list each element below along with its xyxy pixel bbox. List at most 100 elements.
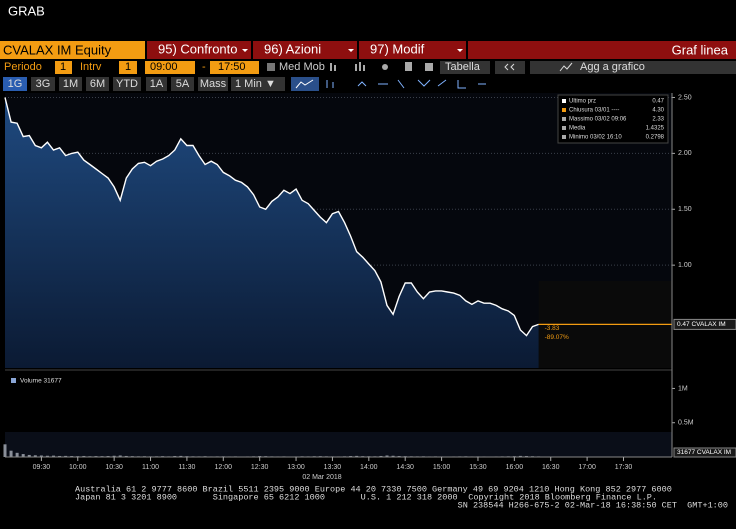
input-box[interactable] xyxy=(210,61,259,74)
chart-layer: 1.00 1.50 2.00 2.50 0.47 CVALAX IM -3.83 -89.0… xyxy=(3,93,736,481)
chart-type-icons xyxy=(291,77,486,91)
period: 1 xyxy=(60,61,66,73)
volume-bar xyxy=(33,455,37,457)
range-label: 6M xyxy=(90,78,105,90)
x-tick-label: 16:30 xyxy=(542,464,560,471)
range-button[interactable] xyxy=(3,77,27,91)
legend-swatch xyxy=(562,126,566,130)
legend-swatch xyxy=(562,108,566,112)
volume-bar xyxy=(45,455,49,457)
dash: - xyxy=(202,61,206,73)
add-to-chart: Agg a grafico xyxy=(580,61,645,73)
add-button[interactable] xyxy=(530,61,736,74)
range-label: 1A xyxy=(150,78,164,90)
volume-bar xyxy=(518,455,522,457)
x-tick-label: 14:30 xyxy=(396,464,414,471)
menu-button[interactable] xyxy=(359,41,466,59)
tool-icons xyxy=(330,62,433,71)
legend-value: 4.30 xyxy=(652,108,664,114)
copyright: Copyright 2018 Bloomberg Finance L.P. xyxy=(468,492,657,502)
menu-item: 97) Modif xyxy=(370,41,425,56)
collapse-icon xyxy=(504,63,515,71)
y-tick-label: 2.00 xyxy=(678,150,692,157)
legend-value: 0.2798 xyxy=(646,135,665,141)
range-row: 1G 3G 1M 6M YTD 1A 5A Mass 1 Min ▼ xyxy=(3,77,285,91)
volume-bar xyxy=(52,455,56,457)
bar-size: 1 Min ▼ xyxy=(235,78,276,90)
legend-label: Minimo 03/02 16:10 xyxy=(569,135,622,141)
y-tick-label: 1.00 xyxy=(678,262,692,269)
legend-value: 1.4325 xyxy=(646,126,665,132)
x-tick-label: 09:30 xyxy=(33,464,51,471)
range-button[interactable] xyxy=(198,77,228,91)
x-tick-label: 15:00 xyxy=(433,464,451,471)
x-tick-label: 13:30 xyxy=(324,464,342,471)
price-line xyxy=(4,97,539,337)
range-button[interactable] xyxy=(171,77,194,91)
collapse-button[interactable] xyxy=(495,61,525,74)
range-button[interactable] xyxy=(146,77,167,91)
input-box[interactable] xyxy=(55,61,72,74)
volume-bar xyxy=(391,455,395,457)
volume-bar xyxy=(39,455,43,457)
bar-size-button[interactable] xyxy=(231,77,285,91)
start-time: 09:00 xyxy=(150,61,178,73)
legend-label: Massimo 03/02 09:06 xyxy=(569,117,627,123)
table-button[interactable] xyxy=(440,61,490,74)
legend-value: 2.33 xyxy=(652,117,664,123)
legend-swatch xyxy=(562,117,566,121)
input-box[interactable] xyxy=(145,61,195,74)
range-button[interactable] xyxy=(113,77,141,91)
footer-contacts: Japan 81 3 3201 8900 Singapore 65 6212 1… xyxy=(75,492,458,502)
volume-band xyxy=(5,432,672,457)
volume-tag-bg xyxy=(673,447,736,458)
window-title: GRAB xyxy=(8,3,45,18)
y-tick-label: 0.5M xyxy=(678,420,694,427)
volume-tag: 31677 CVALAX IM xyxy=(677,449,731,456)
volume-bar xyxy=(64,455,68,457)
x-tick-label: 10:00 xyxy=(69,464,87,471)
session-info: SN 238544 H266-675-2 02-Mar-18 16:38:50 … xyxy=(458,500,728,510)
range-label: 1M xyxy=(63,78,78,90)
volume-bar xyxy=(355,455,359,457)
y-tick-label: 2.50 xyxy=(678,94,692,101)
security-box[interactable] xyxy=(0,41,145,59)
checkbox[interactable] xyxy=(267,63,275,71)
volume-bar xyxy=(58,455,62,457)
volume-bar xyxy=(379,455,383,457)
menu-item: 96) Azioni xyxy=(264,41,321,56)
add-icon xyxy=(559,62,573,72)
menu-button[interactable] xyxy=(253,41,357,59)
x-tick-label: 10:30 xyxy=(105,464,123,471)
interval-label: Intrv xyxy=(80,61,102,73)
x-tick-label: 12:30 xyxy=(251,464,269,471)
range-button[interactable] xyxy=(59,77,82,91)
input-box[interactable] xyxy=(119,61,137,74)
legend-swatch xyxy=(562,99,566,103)
range-button[interactable] xyxy=(86,77,109,91)
x-tick-label: 17:00 xyxy=(578,464,596,471)
last-price-tag: 0.47 CVALAX IM xyxy=(677,321,726,328)
change: -3.83 xyxy=(545,325,560,332)
legend-label: Chiusura 03/01 ---- xyxy=(569,108,619,114)
legend-box xyxy=(557,94,669,144)
view-button[interactable] xyxy=(468,41,736,59)
range-label: 3G xyxy=(36,78,51,90)
volume-legend: Volume 31677 xyxy=(20,378,62,385)
legend-swatch xyxy=(562,135,566,139)
legend-label: Media xyxy=(569,126,586,132)
x-tick-label: 11:00 xyxy=(142,464,159,471)
table: Tabella xyxy=(445,61,481,73)
range-label: YTD xyxy=(116,78,138,90)
menu-button[interactable] xyxy=(147,41,251,59)
period-label: Periodo xyxy=(4,61,42,73)
moving-avg: Med Mob xyxy=(279,61,325,73)
volume-bar xyxy=(82,455,86,457)
range-button[interactable] xyxy=(31,77,55,91)
x-tick-label: 13:00 xyxy=(287,464,305,471)
volume-bar xyxy=(21,454,25,457)
interval: 1 xyxy=(125,61,131,73)
legend-label: Ultimo prz xyxy=(569,99,596,105)
volume-swatch xyxy=(11,378,16,383)
y-tick-label: 1.50 xyxy=(678,206,692,213)
